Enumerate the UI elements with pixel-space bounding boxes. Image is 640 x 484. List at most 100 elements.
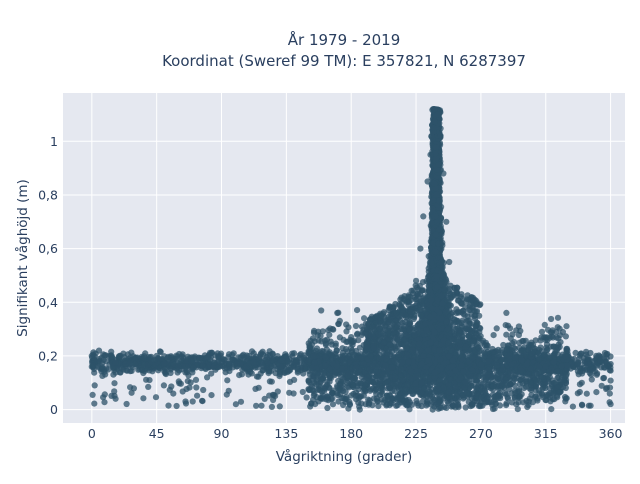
- scatter-point: [513, 401, 519, 407]
- scatter-point: [211, 359, 217, 365]
- scatter-point: [334, 363, 340, 369]
- scatter-point: [539, 329, 545, 335]
- scatter-point: [548, 406, 554, 412]
- scatter-point: [325, 397, 331, 403]
- scatter-point: [608, 368, 614, 374]
- scatter-point: [295, 368, 301, 374]
- scatter-point: [602, 365, 608, 371]
- scatter-point: [600, 375, 606, 381]
- scatter-point: [494, 325, 500, 331]
- scatter-point: [324, 405, 330, 411]
- scatter-point: [161, 361, 167, 367]
- scatter-point: [491, 354, 497, 360]
- scatter-point: [176, 378, 182, 384]
- scatter-point: [520, 348, 526, 354]
- scatter-point: [528, 350, 534, 356]
- x-tick-label: 135: [274, 426, 298, 441]
- scatter-point: [512, 355, 518, 361]
- scatter-point: [563, 323, 569, 329]
- scatter-point: [588, 403, 594, 409]
- scatter-point: [334, 355, 340, 361]
- scatter-point: [519, 357, 525, 363]
- scatter-point: [604, 385, 610, 391]
- scatter-point: [345, 373, 351, 379]
- scatter-point: [517, 328, 523, 334]
- scatter-point: [346, 353, 352, 359]
- scatter-point: [190, 365, 196, 371]
- scatter-point: [194, 393, 200, 399]
- scatter-point: [486, 366, 492, 372]
- scatter-point: [573, 350, 579, 356]
- scatter-point: [551, 359, 557, 365]
- scatter-point: [548, 316, 554, 322]
- scatter-point: [562, 394, 568, 400]
- scatter-point: [342, 360, 348, 366]
- scatter-point: [335, 310, 341, 316]
- x-tick-label: 90: [214, 426, 230, 441]
- scatter-point: [326, 373, 332, 379]
- scatter-point: [544, 346, 550, 352]
- scatter-point: [389, 365, 395, 371]
- scatter-point: [318, 307, 324, 313]
- scatter-point: [343, 328, 349, 334]
- scatter-point: [184, 369, 190, 375]
- scatter-point: [199, 398, 205, 404]
- scatter-point: [111, 393, 117, 399]
- scatter-point: [186, 385, 192, 391]
- scatter-point: [354, 331, 360, 337]
- scatter-point: [188, 358, 194, 364]
- scatter-point: [180, 351, 186, 357]
- scatter-point: [311, 391, 317, 397]
- scatter-point: [273, 370, 279, 376]
- scatter-point: [267, 348, 273, 354]
- scatter-point: [564, 362, 570, 368]
- scatter-point: [223, 369, 229, 375]
- scatter-point: [278, 364, 284, 370]
- scatter-point: [337, 334, 343, 340]
- scatter-point: [258, 370, 264, 376]
- scatter-point: [275, 388, 281, 394]
- scatter-point: [291, 350, 297, 356]
- scatter-point: [353, 365, 359, 371]
- scatter-point: [376, 355, 382, 361]
- scatter-point: [350, 384, 356, 390]
- scatter-point: [127, 368, 133, 374]
- scatter-point: [339, 385, 345, 391]
- scatter-point: [503, 332, 509, 338]
- scatter-point: [322, 354, 328, 360]
- scatter-point: [304, 394, 310, 400]
- scatter-point: [584, 391, 590, 397]
- scatter-point: [108, 352, 114, 358]
- scatter-point: [90, 392, 96, 398]
- scatter-point: [525, 371, 531, 377]
- scatter-point: [336, 321, 342, 327]
- scatter-point: [246, 353, 252, 359]
- scatter-point: [330, 401, 336, 407]
- scatter-point: [490, 383, 496, 389]
- scatter-point: [161, 353, 167, 359]
- scatter-point: [554, 347, 560, 353]
- scatter-point: [277, 403, 283, 409]
- scatter-point: [604, 351, 610, 357]
- scatter-point: [333, 341, 339, 347]
- scatter-point: [555, 324, 561, 330]
- scatter-point: [579, 402, 585, 408]
- x-tick-label: 270: [469, 426, 493, 441]
- scatter-point: [498, 375, 504, 381]
- x-tick-label: 225: [404, 426, 428, 441]
- y-tick-label: 0,8: [38, 187, 58, 202]
- scatter-point: [346, 399, 352, 405]
- scatter-point: [308, 400, 314, 406]
- scatter-point: [545, 372, 551, 378]
- scatter-point: [112, 360, 118, 366]
- scatter-point: [534, 397, 540, 403]
- scatter-point: [314, 381, 320, 387]
- scatter-point: [279, 357, 285, 363]
- scatter-point: [237, 361, 243, 367]
- scatter-point: [196, 357, 202, 363]
- scatter-point: [287, 379, 293, 385]
- scatter-point: [111, 380, 117, 386]
- scatter-point: [174, 354, 180, 360]
- x-tick-label: 180: [339, 426, 363, 441]
